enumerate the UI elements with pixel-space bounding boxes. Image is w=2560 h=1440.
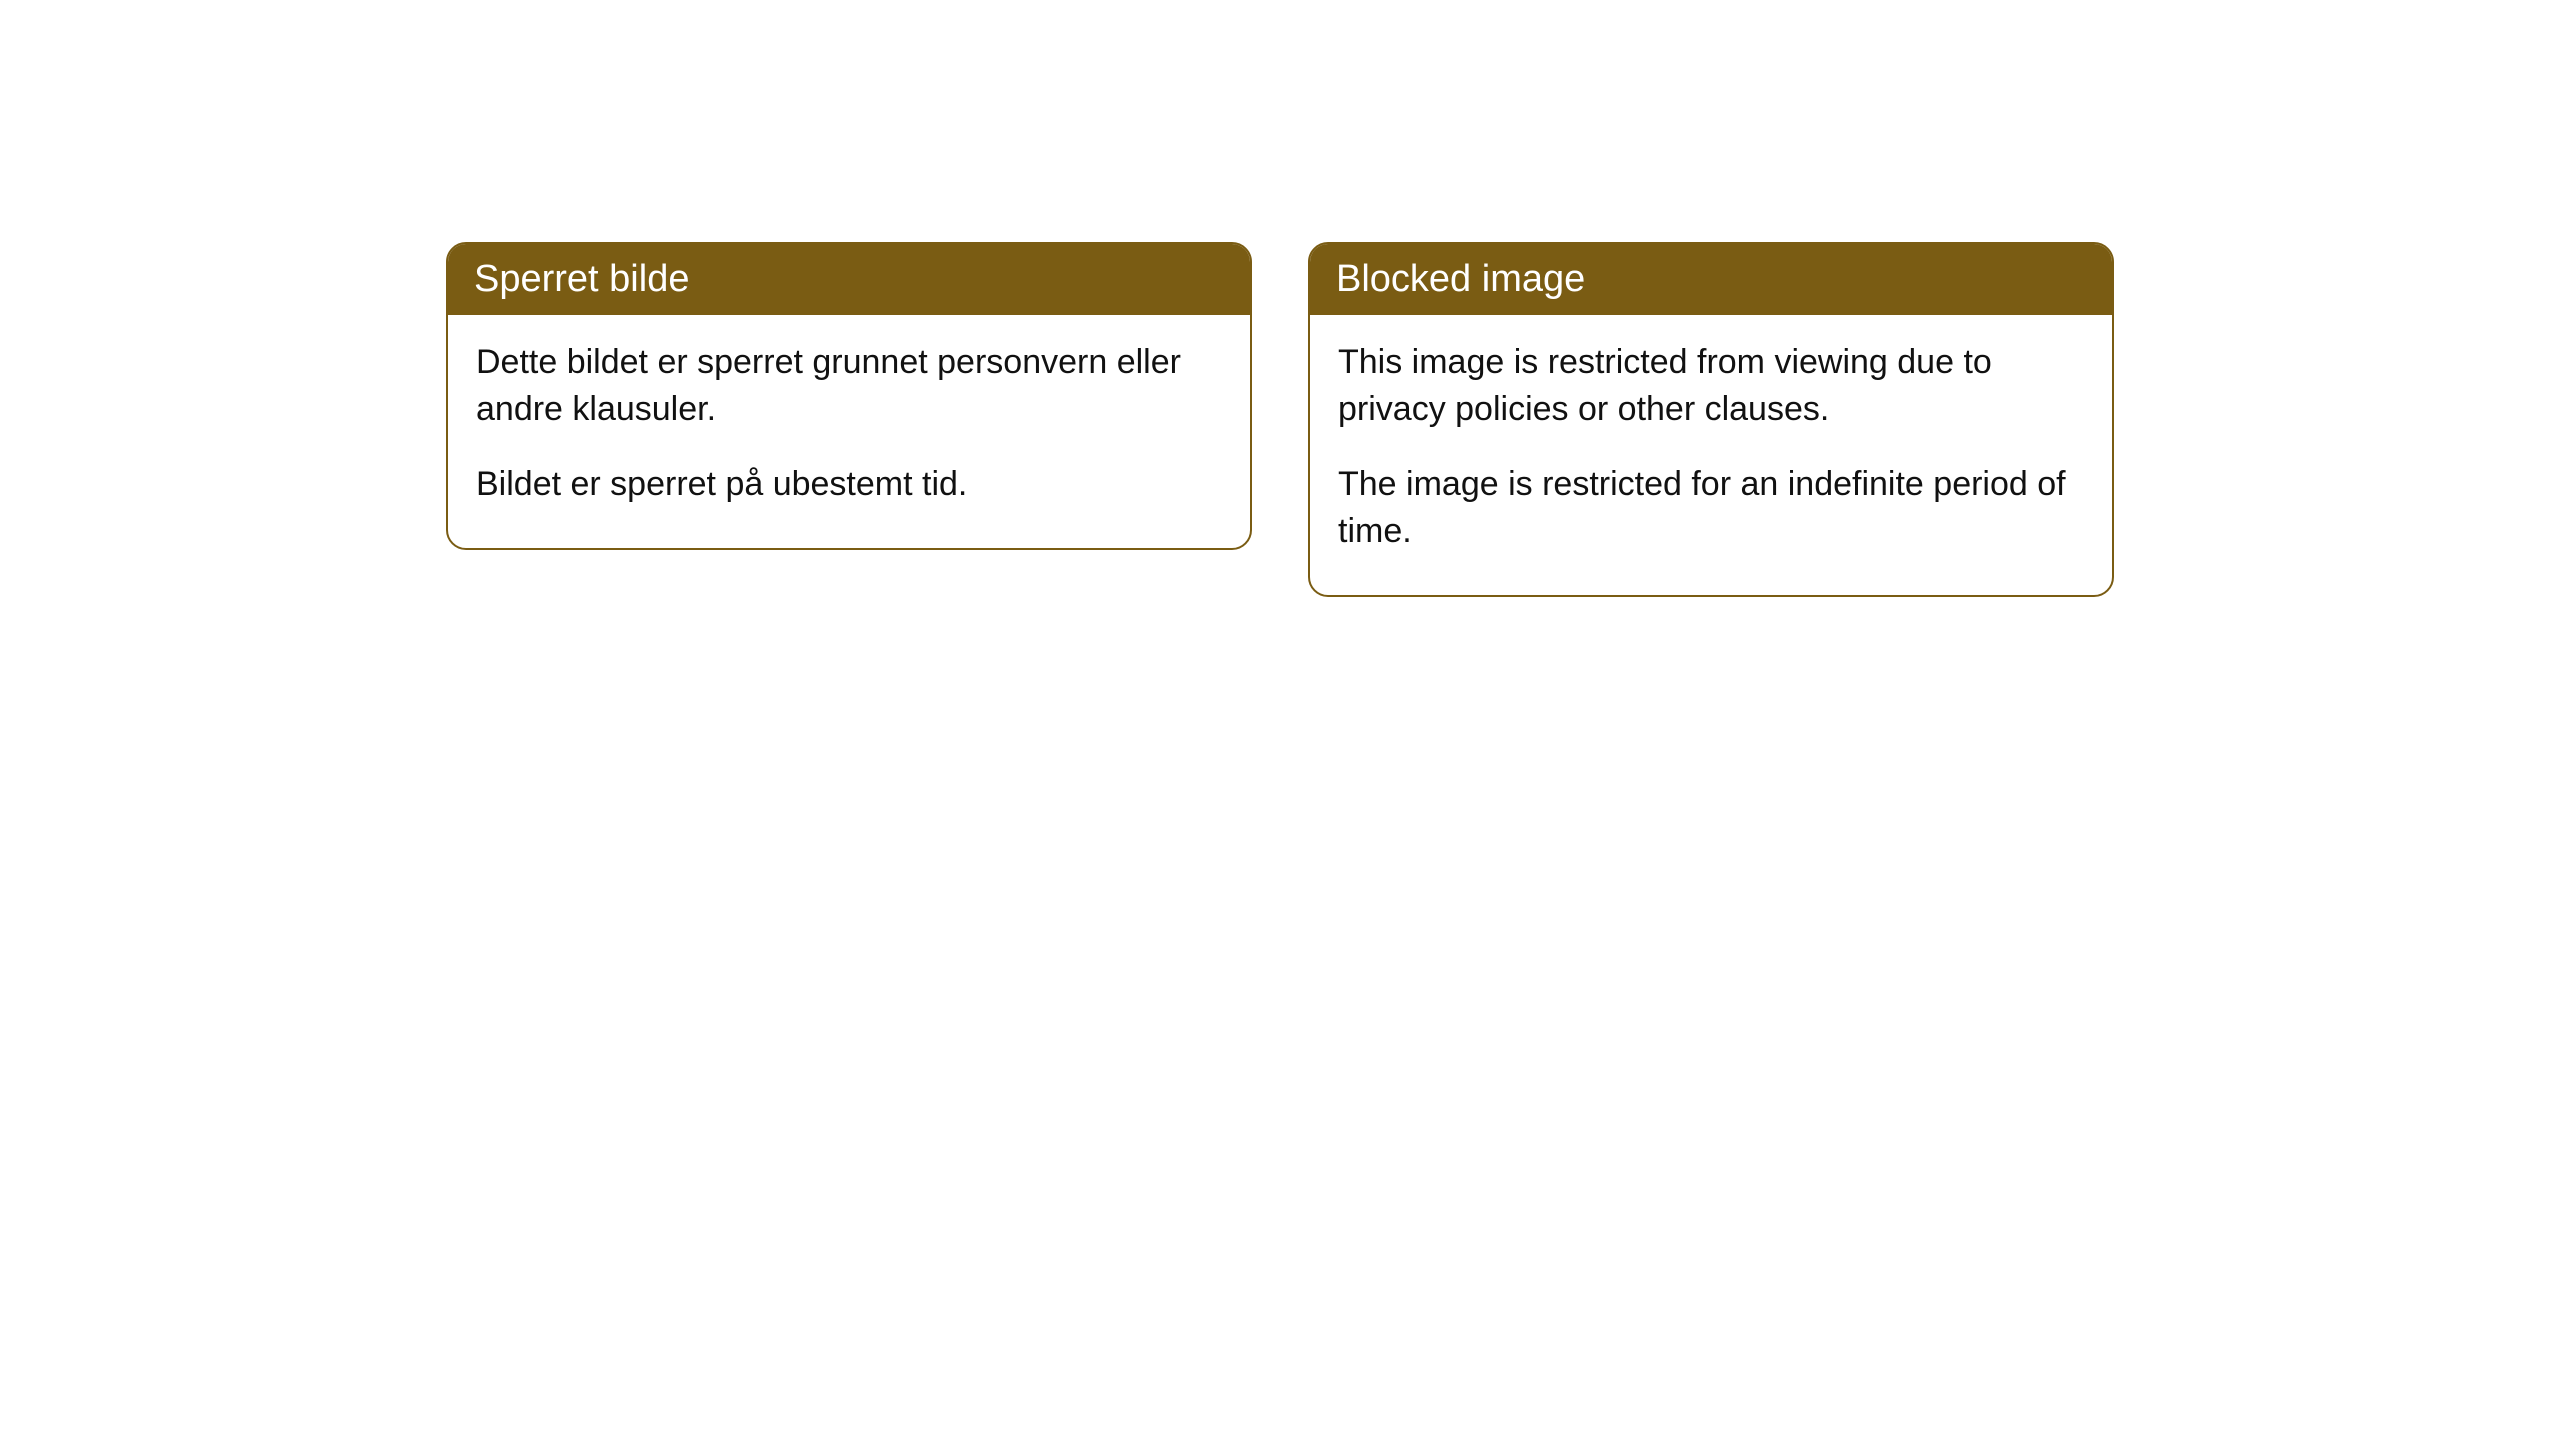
card-paragraph-2: The image is restricted for an indefinit… <box>1338 461 2084 555</box>
card-title: Blocked image <box>1336 258 1585 300</box>
card-paragraph-2: Bildet er sperret på ubestemt tid. <box>476 461 1222 508</box>
card-title: Sperret bilde <box>474 258 689 300</box>
card-header: Sperret bilde <box>448 244 1250 315</box>
card-body: Dette bildet er sperret grunnet personve… <box>448 315 1250 548</box>
card-body: This image is restricted from viewing du… <box>1310 315 2112 595</box>
card-paragraph-1: Dette bildet er sperret grunnet personve… <box>476 339 1222 433</box>
card-paragraph-1: This image is restricted from viewing du… <box>1338 339 2084 433</box>
blocked-image-card-norwegian: Sperret bilde Dette bildet er sperret gr… <box>446 242 1252 550</box>
cards-container: Sperret bilde Dette bildet er sperret gr… <box>446 242 2114 1440</box>
card-header: Blocked image <box>1310 244 2112 315</box>
blocked-image-card-english: Blocked image This image is restricted f… <box>1308 242 2114 597</box>
